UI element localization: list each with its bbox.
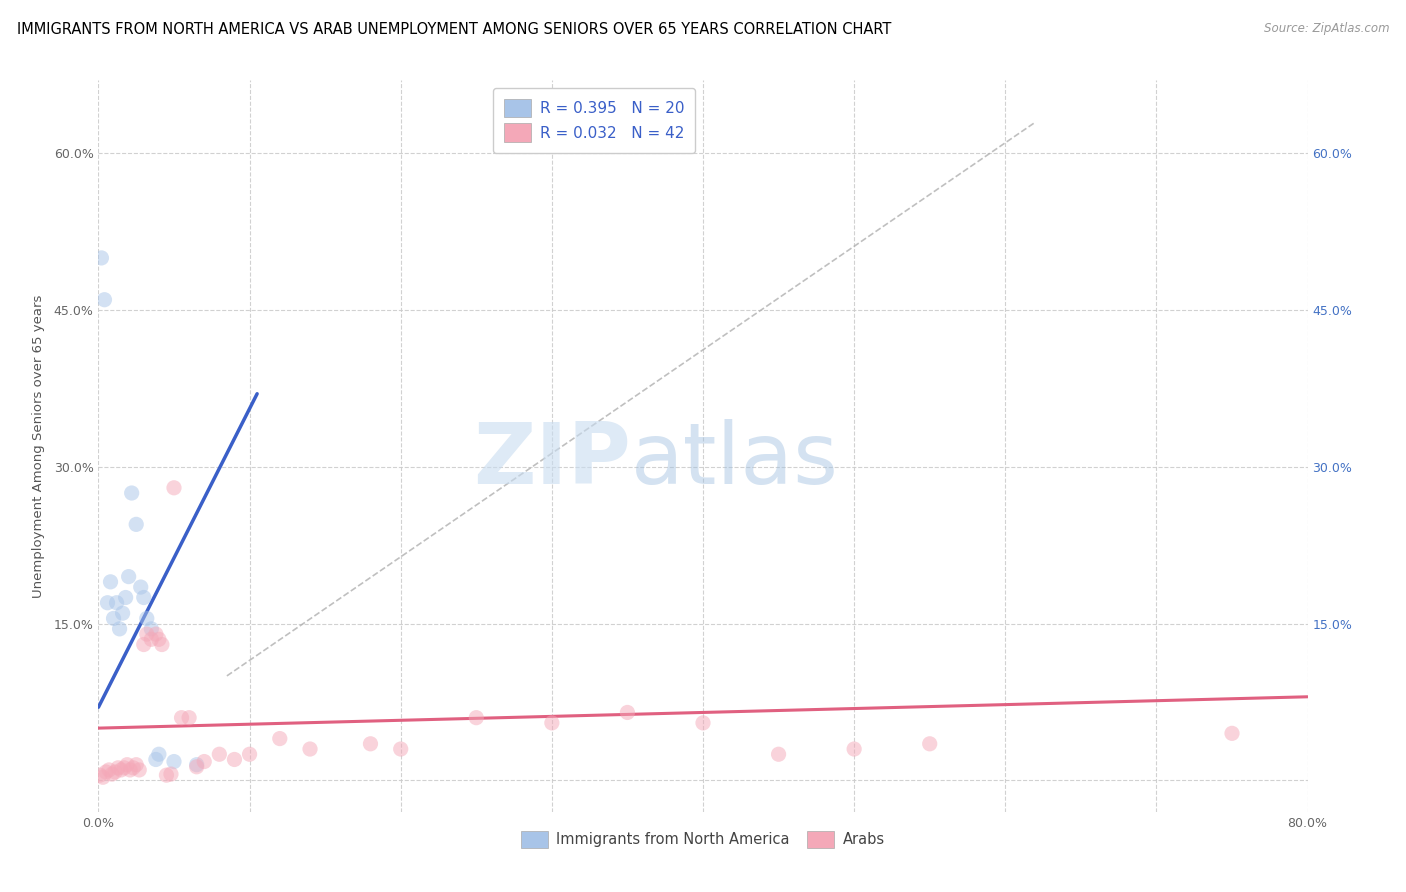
Point	[114, 591, 136, 605]
Point	[170, 711, 193, 725]
Point	[239, 747, 262, 762]
Point	[692, 715, 714, 730]
Point	[132, 638, 155, 652]
Text: ZIP: ZIP	[472, 419, 630, 502]
Point	[103, 611, 125, 625]
Point	[94, 764, 117, 779]
Point	[101, 767, 124, 781]
Point	[540, 715, 562, 730]
Point	[193, 755, 215, 769]
Point	[89, 768, 111, 782]
Point	[360, 737, 382, 751]
Text: Source: ZipAtlas.com: Source: ZipAtlas.com	[1264, 22, 1389, 36]
Point	[129, 580, 152, 594]
Point	[224, 752, 246, 766]
Point	[132, 591, 155, 605]
Point	[186, 760, 208, 774]
Point	[141, 622, 163, 636]
Point	[768, 747, 790, 762]
Point	[269, 731, 291, 746]
Point	[1220, 726, 1243, 740]
Point	[100, 574, 122, 589]
Point	[299, 742, 322, 756]
Point	[160, 767, 183, 781]
Point	[208, 747, 231, 762]
Point	[115, 757, 138, 772]
Point	[616, 706, 638, 720]
Point	[96, 596, 118, 610]
Point	[90, 251, 112, 265]
Point	[122, 761, 145, 775]
Point	[465, 711, 488, 725]
Point	[150, 638, 173, 652]
Point	[135, 627, 157, 641]
Y-axis label: Unemployment Among Seniors over 65 years: Unemployment Among Seniors over 65 years	[32, 294, 45, 598]
Point	[107, 761, 129, 775]
Point	[98, 763, 121, 777]
Point	[112, 761, 135, 775]
Point	[141, 632, 163, 647]
Point	[104, 764, 127, 779]
Point	[163, 755, 186, 769]
Point	[125, 517, 148, 532]
Point	[186, 757, 208, 772]
Point	[110, 763, 132, 777]
Point	[844, 742, 866, 756]
Point	[145, 627, 167, 641]
Point	[125, 757, 148, 772]
Point	[120, 763, 142, 777]
Point	[135, 611, 157, 625]
Point	[148, 632, 170, 647]
Text: atlas: atlas	[630, 419, 838, 502]
Point	[389, 742, 412, 756]
Point	[91, 770, 114, 784]
Point	[121, 486, 143, 500]
Point	[918, 737, 941, 751]
Point	[111, 606, 134, 620]
Text: IMMIGRANTS FROM NORTH AMERICA VS ARAB UNEMPLOYMENT AMONG SENIORS OVER 65 YEARS C: IMMIGRANTS FROM NORTH AMERICA VS ARAB UN…	[17, 22, 891, 37]
Point	[108, 622, 131, 636]
Point	[105, 596, 128, 610]
Point	[93, 293, 115, 307]
Point	[148, 747, 170, 762]
Point	[163, 481, 186, 495]
Point	[118, 569, 141, 583]
Point	[128, 763, 150, 777]
Point	[145, 752, 167, 766]
Point	[155, 768, 177, 782]
Legend: Immigrants from North America, Arabs: Immigrants from North America, Arabs	[515, 823, 891, 855]
Point	[179, 711, 201, 725]
